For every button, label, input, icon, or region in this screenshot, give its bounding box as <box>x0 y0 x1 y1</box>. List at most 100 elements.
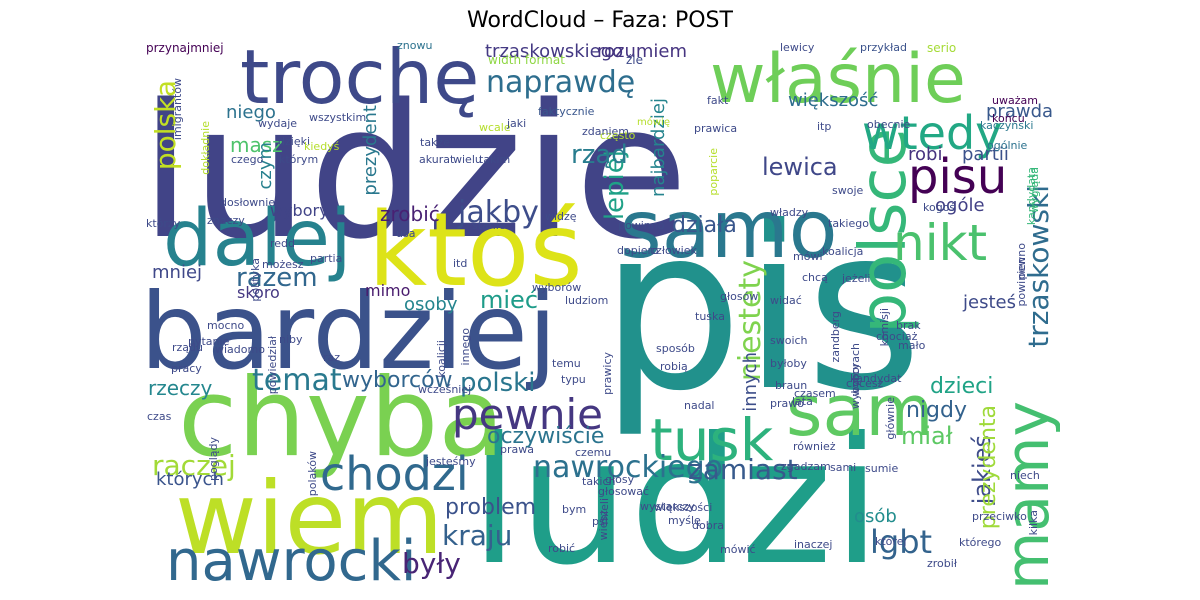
word-niech: niech <box>1010 469 1040 482</box>
word-czesto: często <box>600 129 636 142</box>
word-polski: polski <box>460 368 536 398</box>
word-sposob: sposób <box>656 342 695 355</box>
word-psl: psl <box>592 515 608 528</box>
word-ktos: ktoś <box>368 191 583 310</box>
word-takim: takim <box>479 153 511 166</box>
word-ktorzy: którzy <box>146 217 181 230</box>
word-swoje: swoje <box>832 184 864 197</box>
word-wlasnie: właśnie <box>710 40 966 119</box>
word-mocno: mocno <box>207 319 245 332</box>
word-sam: sam <box>786 370 934 452</box>
word-koncu: końcu <box>992 112 1025 125</box>
word-pytanie: pytanie <box>188 335 230 348</box>
word-prawo: prawo <box>770 397 804 410</box>
word-robic: robić <box>548 542 576 555</box>
word-prawda: prawda <box>986 101 1054 122</box>
word-razem: razem <box>236 263 318 293</box>
word-dzieki: dzięki <box>278 135 311 148</box>
word-znaczy: znaczy <box>207 214 245 227</box>
word-mysle: myślę <box>668 514 701 527</box>
word-innego: innego <box>459 328 472 366</box>
word-wiekszosc: większość <box>788 90 879 111</box>
word-inaczej: inaczej <box>794 538 833 551</box>
word-kandydat: kandydat <box>850 372 902 385</box>
word-mowic: mówić <box>720 543 756 556</box>
word-ogolnie: ogólnie <box>987 139 1028 152</box>
word-rowniez: również <box>793 440 836 453</box>
word-wyborcow: wyborców <box>342 368 453 393</box>
word-rzadu: rządu <box>172 341 203 354</box>
word-prawa: prawa <box>500 443 534 456</box>
word-fakt: fakt <box>707 94 729 107</box>
word-miec: mieć <box>480 286 539 314</box>
word-kilka: kilka <box>1027 510 1040 536</box>
word-raz: raz <box>323 351 341 364</box>
word-czego: czego <box>231 153 264 166</box>
word-robi: robi <box>908 144 943 165</box>
word-jestesmy: jesteśmy <box>426 455 476 468</box>
word-glosow: głosów <box>720 290 759 303</box>
word-dobra: dobra <box>692 519 724 532</box>
chart-title: WordCloud – Faza: POST <box>467 8 733 33</box>
word-dalej: dalej <box>163 194 352 284</box>
word-powiedzial: powiedział <box>266 336 279 395</box>
word-typu: typu <box>561 373 586 386</box>
word-braun: braun <box>775 379 808 392</box>
word-chca: chcą <box>802 271 828 284</box>
word-usa: usa <box>396 227 416 240</box>
word-raczej: raczej <box>152 449 236 482</box>
word-kogos: kogoś <box>923 201 956 214</box>
word-uwazam: uważam <box>992 94 1038 107</box>
word-mniej: mniej <box>152 262 203 283</box>
word-czasem: czasem <box>794 387 836 400</box>
word-ludzi: ludzi <box>470 401 882 590</box>
word-nawrockiego: nawrockiego <box>533 450 724 485</box>
word-osoby: osoby <box>404 294 458 315</box>
word-wtedy: wtedy <box>862 106 1003 160</box>
word-glosowac: głosować <box>598 485 650 498</box>
word-jezeli: jeżeli <box>842 272 871 285</box>
word-mamy: mamy <box>993 400 1060 590</box>
word-najbardziej: najbardziej <box>648 98 669 197</box>
word-czas: czas <box>147 410 172 423</box>
word-wydaje: wydaje <box>258 117 298 130</box>
word-bym: bym <box>562 503 587 516</box>
word-chcesz: chcesz <box>846 377 884 390</box>
word-mial: miał <box>901 422 953 450</box>
word-kiedys: kiedyś <box>304 140 340 153</box>
word-byloby: byłoby <box>770 357 807 370</box>
word-samo: samo <box>620 183 838 276</box>
word-trzaskowskiego: trzaskowskiego <box>485 41 624 62</box>
word-ludzie: ludzie <box>140 64 689 280</box>
word-zle: źle <box>626 53 644 67</box>
word-powinno: powinno <box>618 219 665 232</box>
word-mimo: mimo <box>365 281 411 300</box>
word-brak: brak <box>896 319 921 332</box>
word-chyba: chyba <box>178 356 505 481</box>
word-nadal: nadal <box>684 399 715 412</box>
word-jaki: jaki <box>507 117 527 130</box>
word-malo: mało <box>898 339 926 352</box>
word-polityka: polityka <box>249 258 262 302</box>
word-polakow: polaków <box>306 451 319 497</box>
word-przeciwko: przeciwko <box>972 510 1027 523</box>
word-swoich: swoich <box>770 334 808 347</box>
word-redd: redd <box>270 237 296 250</box>
word-sumie: sumie <box>865 462 899 475</box>
word-partii: partii <box>962 144 1009 165</box>
word-dziala: działa <box>672 213 737 238</box>
word-niby: niby <box>279 333 303 346</box>
word-obecnie: obecnie <box>867 118 911 131</box>
word-lewica: lewica <box>762 153 838 181</box>
word-jakby: jakby <box>458 195 539 230</box>
word-temat: temat <box>252 363 342 398</box>
word-kraju: kraju <box>442 519 513 552</box>
word-koalicja: koalicja <box>822 245 864 258</box>
word-akurat: akurat <box>419 153 455 166</box>
word-kaczynski: kaczyński <box>980 119 1034 132</box>
word-takiego: takiego <box>828 217 869 230</box>
word-skoro: skoro <box>237 283 280 302</box>
word-jestes: jesteś <box>963 292 1016 313</box>
word-poglady: poglądy <box>207 437 220 481</box>
word-czlowiek: człowiek <box>650 244 697 257</box>
